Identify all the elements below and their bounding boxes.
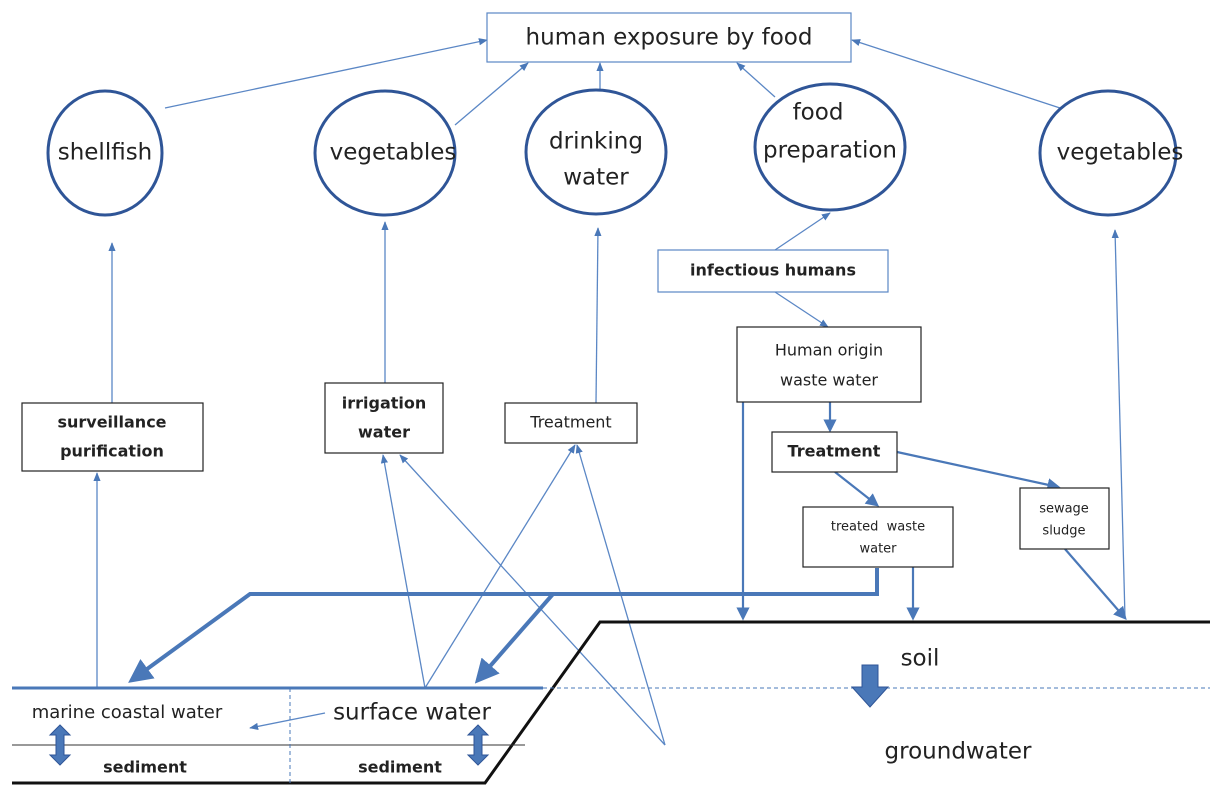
node-label: food <box>793 100 844 126</box>
region-label: sediment <box>358 758 442 777</box>
node-label: water <box>563 165 629 191</box>
node-label: Human origin <box>775 341 883 360</box>
node-label: water <box>358 423 410 442</box>
labels: human exposure by food shellfish vegetab… <box>32 25 1184 777</box>
region-label: marine coastal water <box>32 702 223 723</box>
node-label: surveillance <box>57 413 166 432</box>
node-label: vegetables <box>1057 140 1184 166</box>
region-label: sediment <box>103 758 187 777</box>
node-label: shellfish <box>58 140 153 166</box>
top-label: human exposure by food <box>526 25 813 51</box>
node-label: purification <box>60 442 164 461</box>
region-label: groundwater <box>885 739 1032 765</box>
node-label: infectious humans <box>690 261 856 280</box>
node-label: treated waste <box>831 520 925 535</box>
shapes <box>21 12 1178 568</box>
node-label: irrigation <box>342 394 427 413</box>
connectors <box>12 38 1210 785</box>
node-label: water <box>859 542 897 557</box>
region-label: surface water <box>333 700 491 726</box>
region-label: soil <box>901 646 940 672</box>
node-label: sewage <box>1039 502 1089 517</box>
node-label: waste water <box>780 371 878 390</box>
node-label: drinking <box>549 129 643 155</box>
node-label: Treatment <box>529 413 611 432</box>
node-label: Treatment <box>788 442 881 461</box>
node-label: sludge <box>1042 524 1085 539</box>
node-label: preparation <box>763 138 897 164</box>
node-label: vegetables <box>330 140 457 166</box>
